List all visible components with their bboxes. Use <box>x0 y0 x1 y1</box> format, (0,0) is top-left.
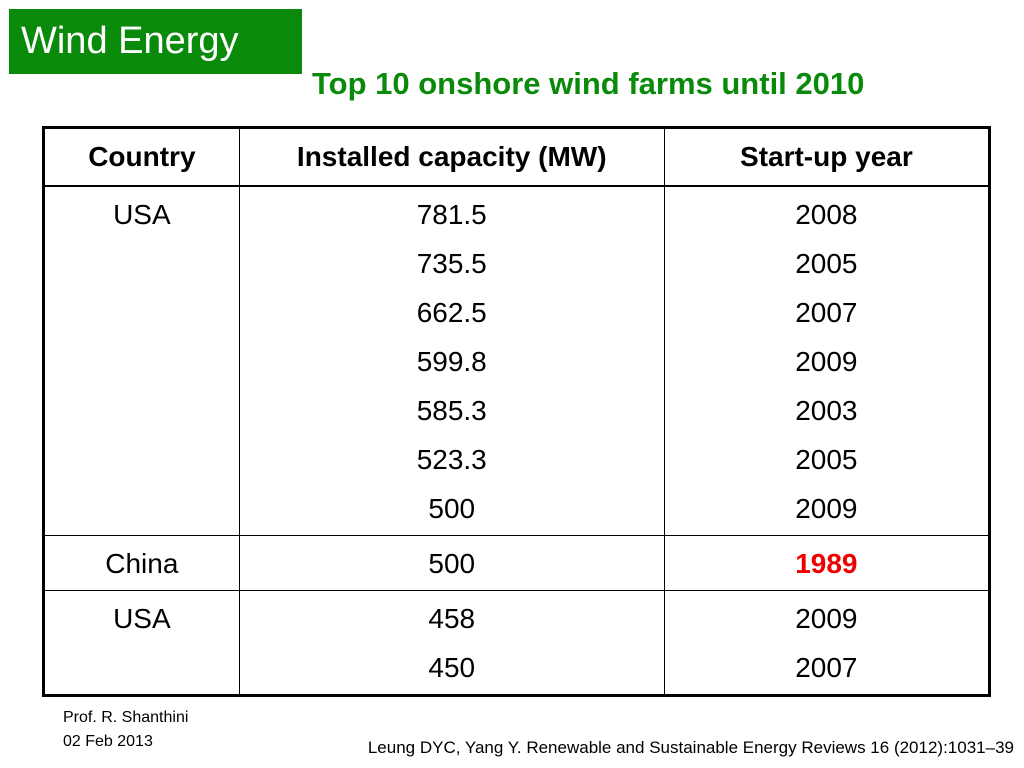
capacity-value: 500 <box>428 548 476 579</box>
header-country: Country <box>43 127 240 187</box>
capacity-value: 523.3 <box>416 444 487 475</box>
highlighted-year-value: 1989 <box>795 548 858 579</box>
capacity-cell: 500 <box>238 535 665 591</box>
slide-title: Top 10 onshore wind farms until 2010 <box>312 66 865 101</box>
presentation-date: 02 Feb 2013 <box>63 733 153 750</box>
year-value: 2003 <box>795 395 858 426</box>
capacity-value: 781.5 <box>416 199 487 230</box>
table-row: China 500 1989 <box>43 535 991 591</box>
year-value: 2005 <box>795 444 858 475</box>
header-start-up-year: Start-up year <box>663 127 991 187</box>
wind-farms-table: Country Installed capacity (MW) Start-up… <box>42 126 991 697</box>
capacity-value: 735.5 <box>416 248 487 279</box>
year-cell: 1989 <box>663 535 991 591</box>
capacity-value: 585.3 <box>416 395 487 426</box>
header-installed-capacity: Installed capacity (MW) <box>238 127 665 187</box>
country-cell: China <box>43 535 240 591</box>
year-value: 2008 <box>795 199 858 230</box>
capacity-value: 599.8 <box>416 346 487 377</box>
year-value: 2005 <box>795 248 858 279</box>
country-cell: USA <box>43 185 240 536</box>
section-tag: Wind Energy <box>9 9 302 74</box>
year-value: 2007 <box>795 652 858 683</box>
year-value: 2009 <box>795 346 858 377</box>
author-name: Prof. R. Shanthini <box>63 709 189 726</box>
country-cell: USA <box>43 590 240 696</box>
table-row: USA 781.5 735.5 662.5 599.8 585.3 523.3 … <box>43 185 991 536</box>
year-cell: 2009 2007 <box>663 590 991 696</box>
year-cell: 2008 2005 2007 2009 2003 2005 2009 <box>663 185 991 536</box>
year-value: 2009 <box>795 603 858 634</box>
table-header-row: Country Installed capacity (MW) Start-up… <box>43 127 991 187</box>
capacity-value: 662.5 <box>416 297 487 328</box>
capacity-value: 500 <box>428 493 476 524</box>
capacity-cell: 458 450 <box>238 590 665 696</box>
year-value: 2009 <box>795 493 858 524</box>
capacity-cell: 781.5 735.5 662.5 599.8 585.3 523.3 500 <box>238 185 665 536</box>
citation: Leung DYC, Yang Y. Renewable and Sustain… <box>367 738 1014 757</box>
table-row: USA 458 450 2009 2007 <box>43 590 991 696</box>
author-block: Prof. R. Shanthini 02 Feb 2013 <box>63 706 188 754</box>
year-value: 2007 <box>795 297 858 328</box>
capacity-value: 450 <box>428 652 476 683</box>
capacity-value: 458 <box>428 603 476 634</box>
